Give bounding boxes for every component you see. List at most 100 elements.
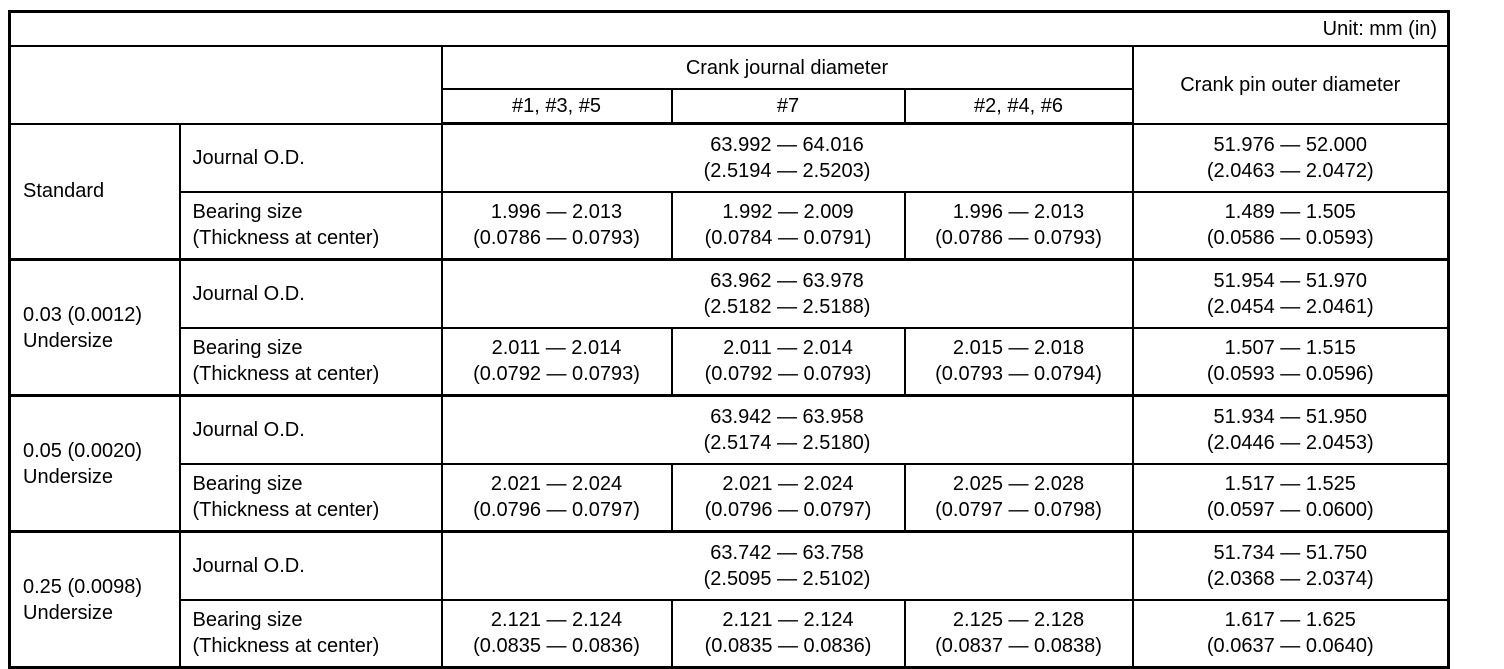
group-label-line1: 0.25 (0.0098) — [23, 575, 142, 598]
u005-pin-od-value: 51.934 — 51.950 (2.0446 — 2.0453) — [1131, 394, 1450, 465]
value-in: (0.0786 — 0.0793) — [935, 227, 1102, 250]
u003-bearing-pin-value: 1.507 — 1.515 (0.0593 — 0.0596) — [1131, 326, 1450, 397]
value-in: (0.0792 — 0.0793) — [473, 363, 640, 386]
value-in: (0.0597 — 0.0600) — [1206, 499, 1374, 522]
table-row: 0.05 (0.0020) Undersize Journal O.D. 63.… — [8, 394, 1450, 533]
group-label-0-05-undersize: 0.05 (0.0020) Undersize — [8, 394, 181, 533]
value-in: (0.0784 — 0.0791) — [704, 227, 872, 250]
value-mm: 2.021 — 2.024 — [490, 473, 623, 496]
u005-bearing-7-value: 2.021 — 2.024 (0.0796 — 0.0797) — [670, 462, 906, 533]
value-mm: 51.934 — 51.950 — [1213, 405, 1368, 428]
bearing-label-line2: (Thickness at center) — [192, 363, 380, 386]
std-pin-od-value: 51.976 — 52.000 (2.0463 — 2.0472) — [1131, 122, 1450, 193]
value-in: (0.0835 — 0.0836) — [704, 635, 872, 658]
value-mm: 63.962 — 63.978 — [710, 269, 864, 292]
bearing-label-line1: Bearing size — [192, 201, 303, 224]
table-row: Bearing size (Thickness at center) 1.996… — [10, 190, 1450, 261]
value-mm: 2.021 — 2.024 — [722, 473, 854, 496]
std-bearing-7-value: 1.992 — 2.009 (0.0784 — 0.0791) — [670, 190, 906, 261]
value-mm: 2.125 — 2.128 — [952, 609, 1085, 632]
header-journal-2-4-6: #2, #4, #6 — [903, 88, 1134, 125]
value-in: (0.0837 — 0.0838) — [935, 635, 1102, 658]
value-mm: 2.011 — 2.014 — [491, 337, 622, 360]
group-label-line2: Undersize — [23, 329, 114, 352]
value-in: (0.0593 — 0.0596) — [1206, 363, 1374, 386]
std-bearing-pin-value: 1.489 — 1.505 (0.0586 — 0.0593) — [1131, 190, 1450, 261]
journal-od-label: Journal O.D. — [178, 258, 443, 329]
u005-journal-od-value: 63.942 — 63.958 (2.5174 — 2.5180) — [440, 394, 1134, 465]
group-label-0-25-undersize: 0.25 (0.0098) Undersize — [8, 530, 181, 669]
value-mm: 51.954 — 51.970 — [1213, 269, 1368, 292]
group-label-0-03-undersize: 0.03 (0.0012) Undersize — [8, 258, 181, 397]
value-mm: 51.734 — 51.750 — [1213, 541, 1368, 564]
journal-od-label-text: Journal O.D. — [192, 146, 305, 169]
group-label-line1: 0.03 (0.0012) — [23, 303, 142, 326]
value-mm: 1.996 — 2.013 — [490, 201, 623, 224]
bearing-label-line1: Bearing size — [192, 609, 303, 632]
u005-bearing-1-3-5-value: 2.021 — 2.024 (0.0796 — 0.0797) — [440, 462, 673, 533]
bearing-size-label: Bearing size (Thickness at center) — [178, 190, 443, 261]
u003-journal-od-value: 63.962 — 63.978 (2.5182 — 2.5188) — [440, 258, 1134, 329]
group-label-line1: 0.05 (0.0020) — [23, 439, 142, 462]
value-in: (2.0463 — 2.0472) — [1206, 159, 1374, 182]
u003-pin-od-value: 51.954 — 51.970 (2.0454 — 2.0461) — [1131, 258, 1450, 329]
crankshaft-spec-table: Unit: mm (in) Crank journal diameter Cra… — [8, 10, 1451, 669]
value-in: (2.0368 — 2.0374) — [1206, 567, 1374, 590]
std-bearing-1-3-5-value: 1.996 — 2.013 (0.0786 — 0.0793) — [440, 190, 673, 261]
value-mm: 1.517 — 1.525 — [1224, 473, 1356, 496]
bearing-label-line2: (Thickness at center) — [192, 499, 380, 522]
group-label-line2: Undersize — [23, 465, 114, 488]
value-in: (0.0786 — 0.0793) — [473, 227, 640, 250]
u025-bearing-pin-value: 1.617 — 1.625 (0.0637 — 0.0640) — [1131, 598, 1450, 669]
value-mm: 2.011 — 2.014 — [723, 337, 853, 360]
value-in: (0.0796 — 0.0797) — [473, 499, 640, 522]
header-crank-journal-diameter: Crank journal diameter — [440, 45, 1134, 90]
u025-pin-od-value: 51.734 — 51.750 (2.0368 — 2.0374) — [1131, 530, 1450, 601]
value-mm: 63.742 — 63.758 — [710, 541, 864, 564]
u005-bearing-pin-value: 1.517 — 1.525 (0.0597 — 0.0600) — [1131, 462, 1450, 533]
value-in: (0.0797 — 0.0798) — [935, 499, 1102, 522]
journal-od-label: Journal O.D. — [178, 122, 443, 193]
std-bearing-2-4-6-value: 1.996 — 2.013 (0.0786 — 0.0793) — [903, 190, 1134, 261]
journal-od-label-text: Journal O.D. — [192, 282, 305, 305]
bearing-label-line1: Bearing size — [192, 337, 303, 360]
value-in: (2.5095 — 2.5102) — [703, 567, 871, 590]
bearing-size-label: Bearing size (Thickness at center) — [178, 598, 443, 669]
u003-bearing-2-4-6-value: 2.015 — 2.018 (0.0793 — 0.0794) — [903, 326, 1134, 397]
table-row: Bearing size (Thickness at center) 2.011… — [10, 326, 1450, 397]
value-mm: 2.015 — 2.018 — [952, 337, 1085, 360]
value-mm: 1.992 — 2.009 — [722, 201, 854, 224]
group-label-line2: Undersize — [23, 601, 114, 624]
bearing-size-label: Bearing size (Thickness at center) — [178, 326, 443, 397]
value-mm: 1.489 — 1.505 — [1224, 201, 1356, 224]
header-journal-7: #7 — [670, 88, 906, 125]
journal-od-label: Journal O.D. — [178, 530, 443, 601]
journal-od-label: Journal O.D. — [178, 394, 443, 465]
unit-label: Unit: mm (in) — [8, 10, 1450, 47]
value-in: (2.0446 — 2.0453) — [1206, 431, 1374, 454]
u025-bearing-1-3-5-value: 2.121 — 2.124 (0.0835 — 0.0836) — [440, 598, 673, 669]
group-label-standard: Standard — [8, 122, 181, 261]
value-mm: 1.996 — 2.013 — [952, 201, 1085, 224]
bearing-size-label: Bearing size (Thickness at center) — [178, 462, 443, 533]
std-journal-od-value: 63.992 — 64.016 (2.5194 — 2.5203) — [440, 122, 1134, 193]
unit-row: Unit: mm (in) — [8, 10, 1450, 47]
value-mm: 2.121 — 2.124 — [490, 609, 623, 632]
header-crank-pin-outer-diameter: Crank pin outer diameter — [1131, 45, 1450, 125]
value-in: (2.0454 — 2.0461) — [1206, 295, 1374, 318]
header-subrow: #1, #3, #5 #7 #2, #4, #6 — [10, 88, 1449, 125]
bearing-label-line2: (Thickness at center) — [192, 227, 380, 250]
u003-bearing-7-value: 2.011 — 2.014 (0.0792 — 0.0793) — [670, 326, 906, 397]
table-row: Standard Journal O.D. 63.992 — 64.016 (2… — [8, 122, 1450, 261]
bearing-label-line1: Bearing size — [192, 473, 303, 496]
value-mm: 1.507 — 1.515 — [1224, 337, 1356, 360]
value-mm: 63.992 — 64.016 — [710, 133, 864, 156]
value-in: (0.0792 — 0.0793) — [704, 363, 872, 386]
value-in: (0.0796 — 0.0797) — [704, 499, 872, 522]
value-mm: 63.942 — 63.958 — [710, 405, 864, 428]
value-mm: 2.025 — 2.028 — [952, 473, 1085, 496]
header-corner-cell — [8, 45, 443, 125]
u025-journal-od-value: 63.742 — 63.758 (2.5095 — 2.5102) — [440, 530, 1134, 601]
value-in: (0.0793 — 0.0794) — [935, 363, 1102, 386]
value-mm: 2.121 — 2.124 — [722, 609, 854, 632]
